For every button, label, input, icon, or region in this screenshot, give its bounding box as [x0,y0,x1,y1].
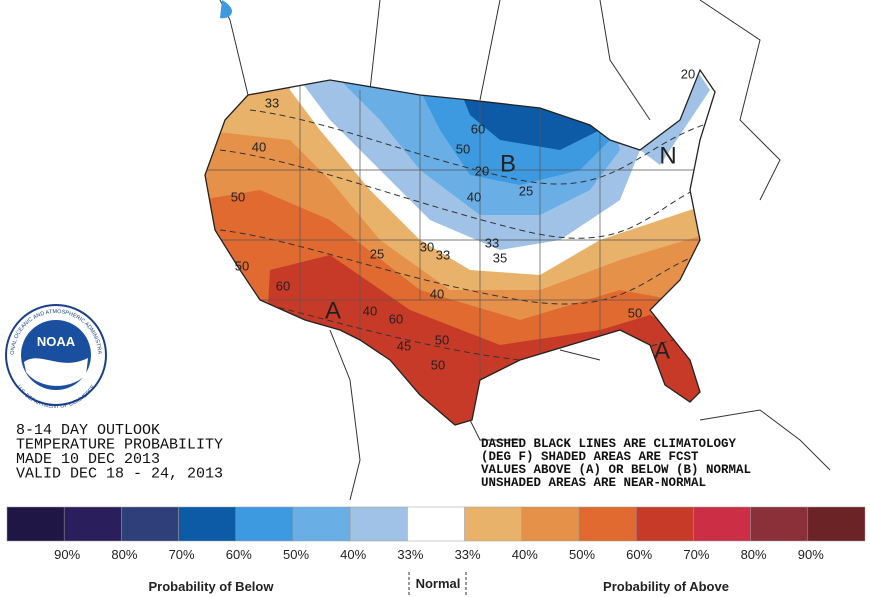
legend-swatch [63,506,122,542]
legend-label: 60% [626,547,652,562]
legend-swatch [693,506,751,542]
legend-label: 33% [455,547,481,562]
title-line: MADE 10 DEC 2013 [16,451,160,468]
notes: DASHED BLACK LINES ARE CLIMATOLOGY(DEG F… [481,437,751,490]
map-letter: B [500,150,516,177]
note-line: DASHED BLACK LINES ARE CLIMATOLOGY [481,437,737,451]
map-letter: A [654,337,670,364]
contour-label: 25 [370,246,384,261]
legend-normal: Normal [416,576,461,591]
legend-label: 40% [340,547,366,562]
legend-swatch [349,506,408,542]
contour-label: 33 [436,247,450,262]
legend-label: 70% [169,547,195,562]
contour-label: 60 [276,278,290,293]
contour-label: 33 [265,95,279,110]
legend-label: 80% [111,547,137,562]
legend-above: Probability of Above [603,579,729,594]
title-line: TEMPERATURE PROBABILITY [16,437,223,454]
logo-ring-top-path: NATIONAL OCEANIC AND ATMOSPHERIC ADMINIS… [0,0,102,355]
legend-label: 50% [283,547,309,562]
legend-swatch [121,506,179,542]
note-line: UNSHADED AREAS ARE NEAR-NORMAL [481,476,706,490]
logo-ring-top: NATIONAL OCEANIC AND ATMOSPHERIC ADMINIS… [0,0,102,355]
contour-label: 40 [363,303,377,318]
legend-swatch [750,506,809,542]
legend-label: 90% [798,547,824,562]
legend-label: 70% [683,547,709,562]
legend-label: 33% [397,547,423,562]
contour-label: 30 [420,239,434,254]
legend-below: Probability of Below [149,579,275,594]
legend: 90% 80% 70% 60% 50% 40% 33% 33% 40% 50% 60% 70% 80% 9… [6,506,866,562]
contour-label: 40 [252,139,266,154]
legend-swatch [807,506,866,542]
legend-swatch [178,506,237,542]
title-line: 8-14 DAY OUTLOOK [16,422,160,439]
legend-swatch [235,506,294,542]
contour-label: 50 [456,141,470,156]
contour-label: 50 [231,189,245,204]
legend-swatch [292,506,351,542]
noaa-logo: NOAA NATIONAL OCEANIC AND ATMOSPHERIC AD… [0,0,107,410]
contour-label: 20 [475,163,489,178]
legend-label: 80% [741,547,767,562]
legend-label: 90% [54,547,80,562]
logo-text: NOAA [37,334,76,349]
legend-swatch [6,506,65,542]
map-background [219,0,831,501]
legend-swatch [578,506,637,542]
legend-swatch [635,506,694,542]
contour-label: 50 [431,357,445,372]
us-outline [204,68,716,426]
legend-label: 60% [226,547,252,562]
contour-label: 60 [389,311,403,326]
contour-label: 25 [519,183,533,198]
contour-label: 35 [493,250,507,265]
map-letter: A [325,297,341,324]
legend-swatch [464,506,523,542]
note-line: VALUES ABOVE (A) OR BELOW (B) NORMAL [481,463,751,477]
legend-label: 40% [512,547,538,562]
contour-label: 45 [397,338,411,353]
contour-label: 60 [471,121,485,136]
contour-label: 33 [485,235,499,250]
contour-label: 20 [681,66,695,81]
title-line: VALID DEC 18 - 24, 2013 [16,466,223,483]
contour-label: 50 [435,332,449,347]
contour-label: 40 [430,286,444,301]
legend-swatch [521,506,580,542]
legend-label: 50% [569,547,595,562]
contour-label: 50 [628,305,642,320]
contour-label: 50 [235,258,249,273]
note-line: (DEG F) SHADED AREAS ARE FCST [481,450,699,464]
legend-swatch [407,506,465,542]
contour-label: 40 [467,189,481,204]
map-letter: N [659,142,676,169]
